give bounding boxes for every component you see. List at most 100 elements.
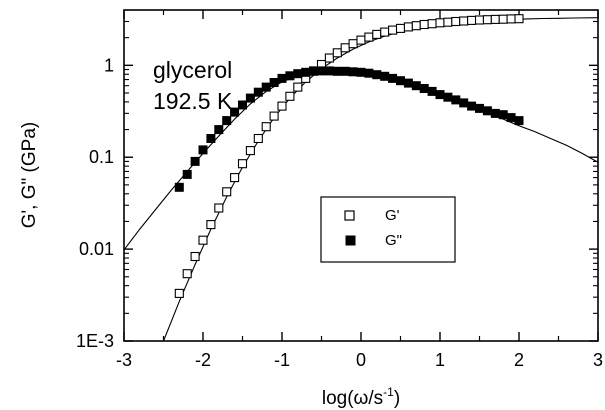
- g-prime-point: [245, 146, 255, 156]
- g-double-prime-point: [427, 86, 437, 96]
- g-prime-point: [174, 288, 184, 298]
- g-double-prime-point: [198, 145, 208, 155]
- g-double-prime-point: [498, 110, 508, 120]
- y-tick-label: 0.1: [89, 147, 114, 167]
- g-prime-point: [253, 133, 263, 144]
- g-prime-point: [230, 173, 240, 183]
- g-prime-point: [506, 14, 516, 24]
- g-prime-point: [411, 21, 421, 31]
- g-double-prime-point: [214, 125, 224, 135]
- g-double-prime-point: [443, 92, 453, 102]
- x-axis-label-superscript: -1: [383, 385, 394, 399]
- x-axis-label-close: ): [394, 388, 400, 409]
- g-double-prime-point: [206, 134, 216, 143]
- x-tick-label: 2: [514, 350, 524, 370]
- g-double-prime-point: [253, 87, 263, 97]
- g-prime-point: [261, 122, 271, 132]
- g-double-prime-point: [490, 108, 500, 118]
- y-tick-label: 1E-3: [76, 331, 114, 351]
- g-prime-point: [277, 101, 287, 111]
- g-prime-point: [293, 82, 303, 92]
- g-prime-point: [269, 111, 279, 121]
- g-double-prime-point: [467, 101, 477, 111]
- g-double-prime-point: [419, 84, 429, 93]
- g-double-prime-point: [396, 76, 405, 86]
- g-double-prime-point: [364, 68, 374, 78]
- x-tick-label: 0: [356, 350, 366, 370]
- g-double-prime-point: [301, 67, 311, 77]
- g-double-prime-point: [293, 69, 303, 79]
- g-double-prime-point: [332, 66, 342, 76]
- g-prime-point: [467, 15, 477, 25]
- g-prime-point: [222, 187, 232, 197]
- x-tick-label: 1: [435, 350, 445, 370]
- g-double-prime-point: [403, 78, 413, 88]
- g-double-prime-point: [475, 103, 484, 113]
- g-double-prime-point: [482, 106, 492, 116]
- legend-box: [320, 196, 456, 263]
- g-prime-point: [380, 27, 390, 37]
- g-double-prime-point: [190, 156, 200, 166]
- g-double-prime-point: [285, 71, 295, 81]
- g-double-prime-point: [411, 81, 421, 91]
- g-double-prime-point: [356, 67, 366, 77]
- g-prime-point: [482, 15, 492, 25]
- g-double-prime-point: [451, 95, 461, 105]
- y-axis-ticks: 1E-3 0.01 0.1 1: [76, 9, 598, 351]
- g-prime-point: [206, 220, 216, 230]
- g-prime-point: [285, 91, 295, 101]
- data-markers: [174, 14, 524, 298]
- g-prime-point: [451, 16, 461, 27]
- g-double-prime-point: [348, 67, 358, 77]
- g-prime-point: [198, 235, 208, 245]
- g-prime-point: [395, 23, 406, 33]
- legend-label-g-prime: G': [385, 207, 400, 224]
- g-prime-point: [237, 159, 248, 169]
- annotation-line-2: 192.5 K: [153, 88, 233, 114]
- g-double-prime-point: [435, 90, 445, 100]
- g-prime-point: [498, 14, 508, 24]
- g-double-prime-point: [245, 93, 255, 103]
- g-prime-point: [332, 48, 342, 58]
- legend-label-g-double-prime: G": [385, 232, 402, 249]
- x-tick-label: 3: [593, 350, 603, 370]
- g-prime-point: [514, 14, 524, 24]
- g-prime-point: [214, 203, 224, 213]
- g-prime-point: [190, 251, 200, 262]
- g-prime-point: [474, 15, 485, 25]
- y-tick-label: 1: [104, 55, 114, 75]
- g-prime-point: [372, 29, 382, 39]
- g-double-prime-point: [317, 66, 326, 76]
- x-tick-label: -3: [116, 350, 132, 370]
- x-tick-label: -1: [274, 350, 290, 370]
- g-prime-point: [419, 19, 429, 30]
- g-prime-point: [459, 16, 469, 26]
- g-double-prime-point: [324, 66, 334, 76]
- g-double-prime-point: [514, 116, 524, 126]
- g-prime-point: [364, 32, 374, 42]
- g-prime-point: [427, 19, 437, 29]
- g-double-prime-point: [506, 113, 516, 123]
- g-double-prime-point: [388, 73, 398, 83]
- g-prime-point: [182, 269, 192, 279]
- x-axis-ticks: -3 -2 -1 0 1 2 3: [116, 10, 603, 370]
- legend: G' G": [320, 196, 456, 263]
- g-double-prime-point: [182, 169, 192, 179]
- g-prime-point: [443, 17, 453, 27]
- g-prime-point: [435, 18, 445, 28]
- legend-marker-open-square: [344, 210, 355, 221]
- g-double-prime-point: [372, 70, 382, 80]
- x-tick-label: -2: [195, 350, 211, 370]
- g-double-prime-point: [340, 66, 350, 76]
- g-prime-point: [356, 35, 366, 45]
- legend-marker-filled-square: [345, 235, 356, 246]
- g-double-prime-point: [277, 73, 287, 83]
- g-double-prime-point: [459, 98, 469, 108]
- g-prime-point: [324, 53, 334, 63]
- g-prime-point: [403, 22, 413, 32]
- g-prime-point: [388, 25, 398, 35]
- x-axis-label: log(ω/s-1): [322, 385, 400, 409]
- x-axis-label-main: log(ω/s: [322, 388, 383, 409]
- g-double-prime-point: [309, 66, 319, 76]
- g-double-prime-point: [261, 82, 271, 92]
